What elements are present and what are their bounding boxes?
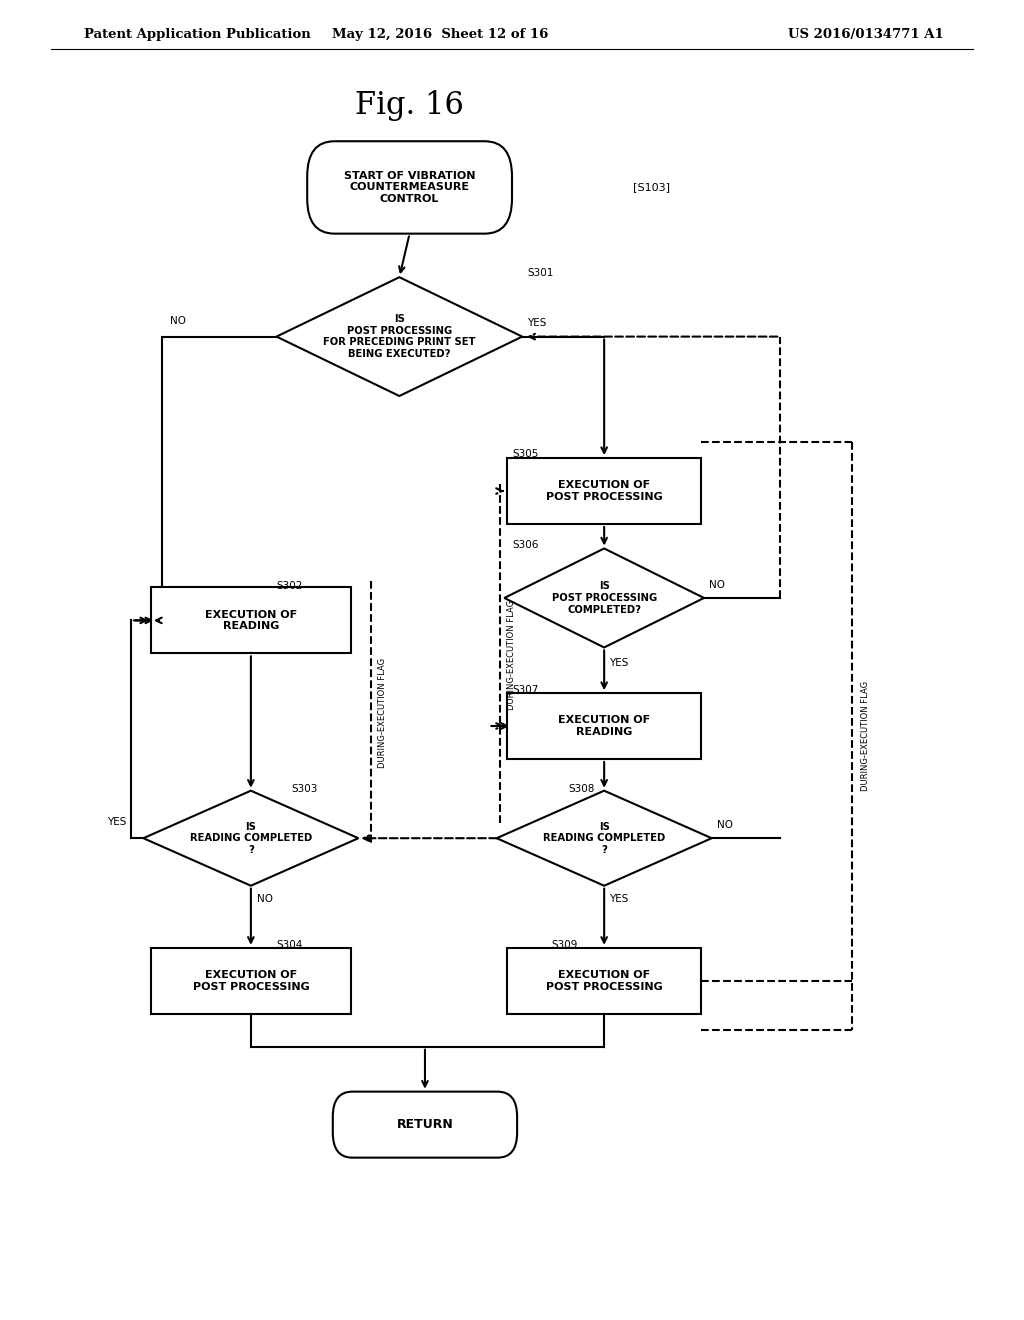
Text: EXECUTION OF
READING: EXECUTION OF READING [205,610,297,631]
Text: YES: YES [609,659,629,668]
Text: YES: YES [106,817,126,828]
Bar [507,693,701,759]
Bar [152,948,350,1014]
Polygon shape [276,277,522,396]
Text: DURING-EXECUTION FLAG: DURING-EXECUTION FLAG [861,681,869,791]
Text: S307: S307 [512,685,539,696]
Text: NO: NO [257,894,273,904]
Text: RETURN: RETURN [396,1118,454,1131]
Text: NO: NO [709,579,725,590]
Text: EXECUTION OF
POST PROCESSING: EXECUTION OF POST PROCESSING [193,970,309,991]
Text: S308: S308 [568,784,595,795]
Text: EXECUTION OF
POST PROCESSING: EXECUTION OF POST PROCESSING [546,480,663,502]
Text: US 2016/0134771 A1: US 2016/0134771 A1 [788,28,944,41]
Text: START OF VIBRATION
COUNTERMEASURE
CONTROL: START OF VIBRATION COUNTERMEASURE CONTRO… [344,170,475,205]
FancyBboxPatch shape [333,1092,517,1158]
Text: S301: S301 [527,268,554,279]
Polygon shape [143,791,358,886]
Text: YES: YES [609,894,629,904]
Text: S305: S305 [512,449,539,459]
Text: S304: S304 [276,940,303,950]
Text: Patent Application Publication: Patent Application Publication [84,28,310,41]
Text: [S103]: [S103] [633,182,670,193]
Text: IS
POST PROCESSING
FOR PRECEDING PRINT SET
BEING EXECUTED?: IS POST PROCESSING FOR PRECEDING PRINT S… [324,314,475,359]
Text: Fig. 16: Fig. 16 [355,90,464,121]
Text: NO: NO [717,820,733,830]
Polygon shape [504,549,705,647]
Text: IS
READING COMPLETED
?: IS READING COMPLETED ? [543,821,666,855]
Bar [507,458,701,524]
Polygon shape [497,791,712,886]
Text: DURING-EXECUTION FLAG: DURING-EXECUTION FLAG [379,657,387,768]
Text: EXECUTION OF
POST PROCESSING: EXECUTION OF POST PROCESSING [546,970,663,991]
Text: S309: S309 [551,940,578,950]
Bar [152,587,350,653]
Text: YES: YES [527,318,547,329]
Text: S302: S302 [276,581,303,591]
Text: DURING-EXECUTION FLAG: DURING-EXECUTION FLAG [508,599,516,710]
FancyBboxPatch shape [307,141,512,234]
Bar [507,948,701,1014]
Text: IS
READING COMPLETED
?: IS READING COMPLETED ? [189,821,312,855]
Text: S306: S306 [512,540,539,550]
Text: S303: S303 [292,784,318,795]
Text: NO: NO [170,315,186,326]
Text: IS
POST PROCESSING
COMPLETED?: IS POST PROCESSING COMPLETED? [552,581,656,615]
Text: May 12, 2016  Sheet 12 of 16: May 12, 2016 Sheet 12 of 16 [332,28,549,41]
Text: EXECUTION OF
READING: EXECUTION OF READING [558,715,650,737]
